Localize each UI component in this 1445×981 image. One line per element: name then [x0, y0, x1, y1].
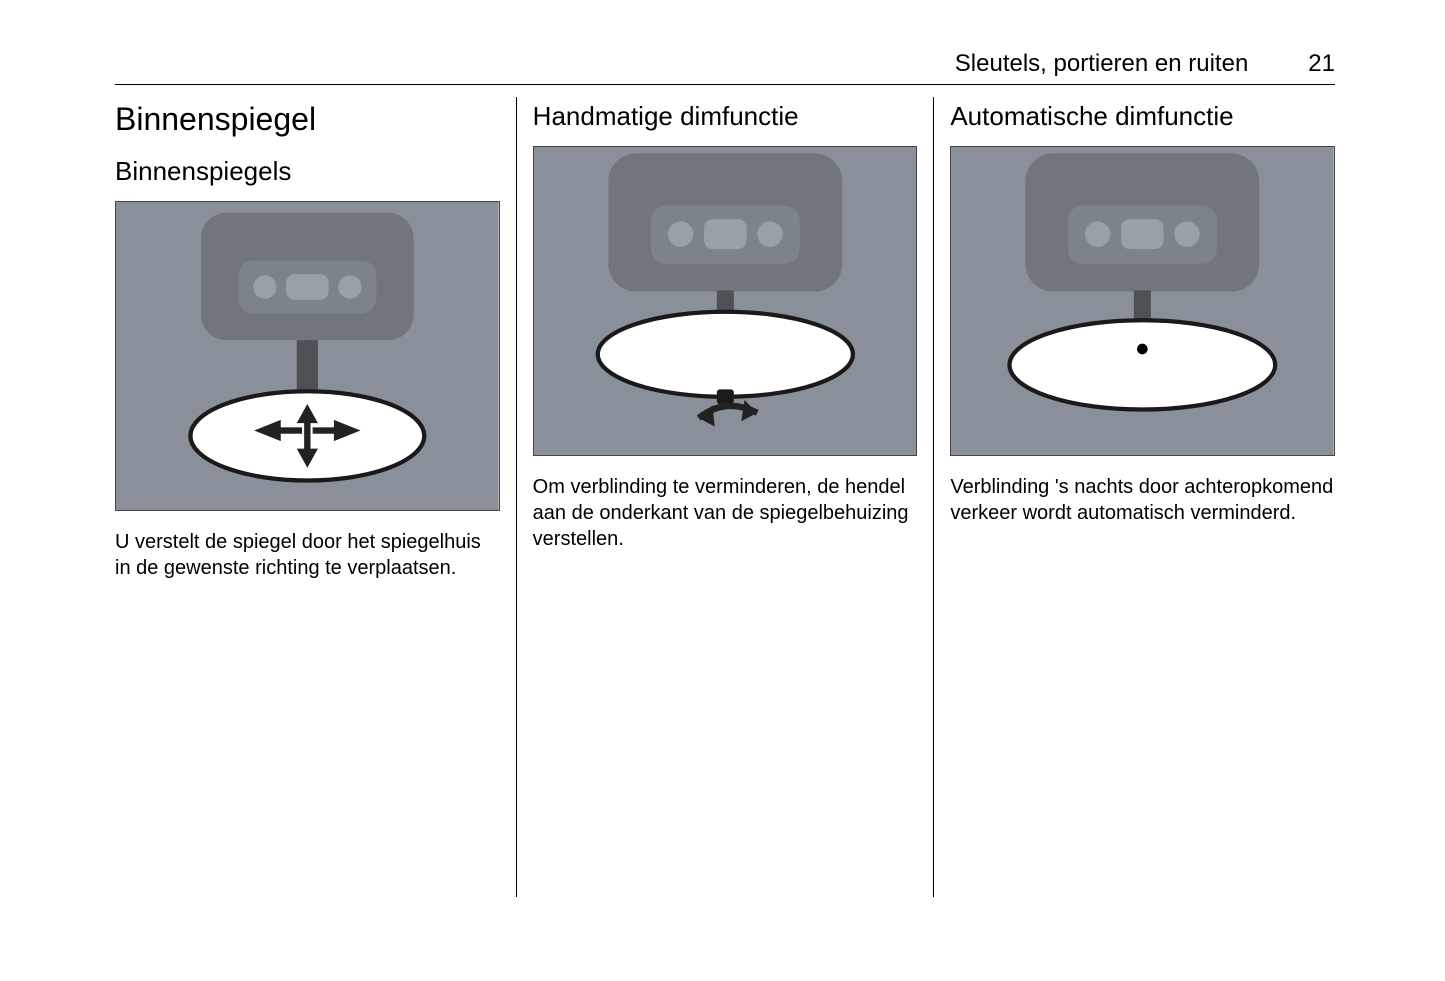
column-1: Binnenspiegel Binnenspiegels — [115, 97, 516, 897]
subsection-heading-handmatige-dimfunctie: Handmatige dimfunctie — [533, 101, 918, 132]
page-number: 21 — [1308, 50, 1335, 78]
mirror-manual-dim-diagram — [533, 146, 918, 456]
page-header: Sleutels, portieren en ruiten 21 — [115, 50, 1335, 85]
body-text-col2: Om verblinding te verminderen, de hendel… — [533, 474, 918, 552]
subsection-heading-binnenspiegels: Binnenspiegels — [115, 156, 500, 187]
column-2: Handmatige dimfunctie Om verblindi — [516, 97, 934, 897]
body-text-col3: Verblinding 's nachts door achterop­kome… — [950, 474, 1335, 526]
column-3: Automatische dimfunctie Verblinding 's n… — [933, 97, 1335, 897]
columns-container: Binnenspiegel Binnenspiegels — [115, 97, 1335, 897]
page: Sleutels, portieren en ruiten 21 Binnens… — [0, 0, 1445, 947]
subsection-heading-automatische-dimfunctie: Automatische dimfunctie — [950, 101, 1335, 132]
mirror-adjust-diagram — [115, 201, 500, 511]
section-heading-binnenspiegel: Binnenspiegel — [115, 101, 500, 138]
mirror-auto-dim-diagram — [950, 146, 1335, 456]
chapter-title: Sleutels, portieren en ruiten — [955, 50, 1249, 78]
body-text-col1: U verstelt de spiegel door het spie­gelh… — [115, 529, 500, 581]
